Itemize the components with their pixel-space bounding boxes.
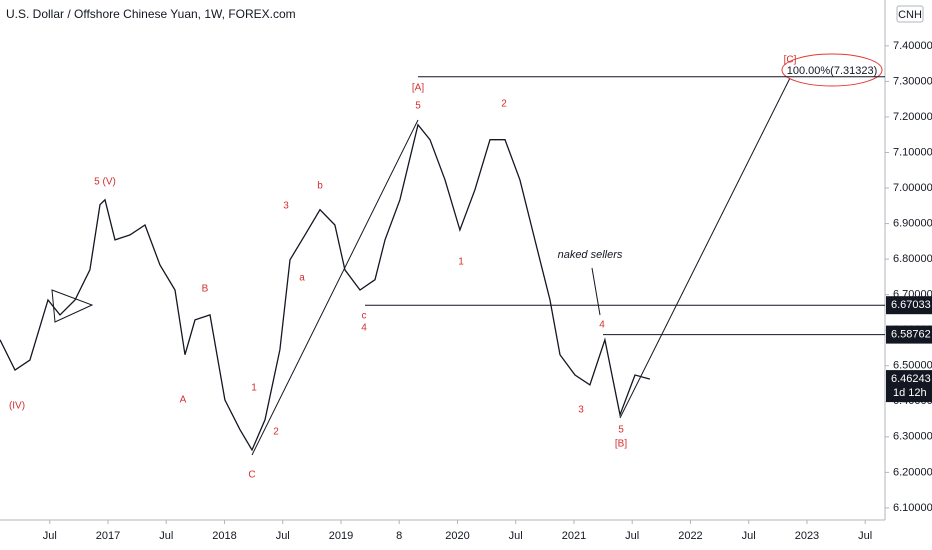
price-badge (886, 296, 932, 315)
wave-label: 3 (283, 201, 289, 212)
price-line (0, 123, 651, 452)
y-tick-label: 7.30000 (893, 75, 932, 87)
countdown: 1d 12h (893, 387, 927, 399)
x-tick-label: 2019 (329, 530, 353, 542)
x-tick-label: Jul (509, 530, 523, 542)
x-tick-label: 2020 (445, 530, 469, 542)
chart-title: U.S. Dollar / Offshore Chinese Yuan, 1W,… (6, 7, 296, 21)
x-tick-label: Jul (625, 530, 639, 542)
target-label: 100.00%(7.31323) (787, 65, 878, 77)
last-price-badge (886, 370, 932, 403)
y-tick-label: 6.50000 (893, 360, 932, 372)
y-tick-label: 7.20000 (893, 111, 932, 123)
wave-line (619, 77, 791, 419)
last-price: 6.46243 (891, 373, 931, 385)
target-ellipse (781, 53, 883, 87)
x-tick-label: 2021 (562, 530, 586, 542)
y-tick-label: 7.10000 (893, 146, 932, 158)
wave-label: [C] (784, 55, 797, 66)
x-tick-label: 8 (396, 530, 402, 542)
y-tick-label: 6.20000 (893, 466, 932, 478)
wave-label: b (317, 181, 323, 192)
wave-label: 1 (251, 383, 257, 394)
y-tick-label: 6.30000 (893, 431, 932, 443)
wave-label: B (202, 284, 209, 295)
wave-label: c (362, 311, 367, 322)
wave-line (251, 119, 419, 456)
y-tick-label: 6.80000 (893, 253, 932, 265)
x-tick-label: Jul (858, 530, 872, 542)
y-tick-label: 6.10000 (893, 502, 932, 514)
wave-label: 1 (458, 257, 464, 268)
x-tick-label: Jul (43, 530, 57, 542)
x-tick-label: Jul (159, 530, 173, 542)
wave-label: a (299, 273, 305, 284)
annotation-arrow (591, 267, 601, 316)
symbol: CNH (898, 9, 922, 21)
wave-label: (IV) (9, 401, 25, 412)
wave-label: 5 (415, 101, 421, 112)
wave-label: A (180, 395, 187, 406)
y-tick-label: 7.40000 (893, 40, 932, 52)
price-badge-label: 6.67033 (891, 299, 931, 311)
y-tick-label: 7.00000 (893, 182, 932, 194)
price-badge (886, 325, 932, 344)
y-tick-label: 6.90000 (893, 217, 932, 229)
x-tick-label: 2022 (678, 530, 702, 542)
wave-label: 2 (273, 427, 279, 438)
wave-label: 5 (618, 425, 624, 436)
wave-label: [A] (412, 83, 424, 94)
wave-label: 2 (501, 99, 507, 110)
x-tick-label: 2023 (795, 530, 819, 542)
wave-label: C (248, 470, 255, 481)
annotation: naked sellers (558, 249, 623, 261)
wave-label: 4 (361, 323, 367, 334)
wave-label: 5 (V) (94, 177, 116, 188)
price-badge-label: 6.58762 (891, 329, 931, 341)
wave-label: [B] (615, 439, 627, 450)
x-tick-label: 2017 (96, 530, 120, 542)
x-tick-label: Jul (742, 530, 756, 542)
x-tick-label: 2018 (212, 530, 236, 542)
x-tick-label: Jul (276, 530, 290, 542)
wave-label: 4 (599, 320, 605, 331)
wave-label: 3 (578, 405, 584, 416)
symbol-badge[interactable] (896, 5, 924, 23)
